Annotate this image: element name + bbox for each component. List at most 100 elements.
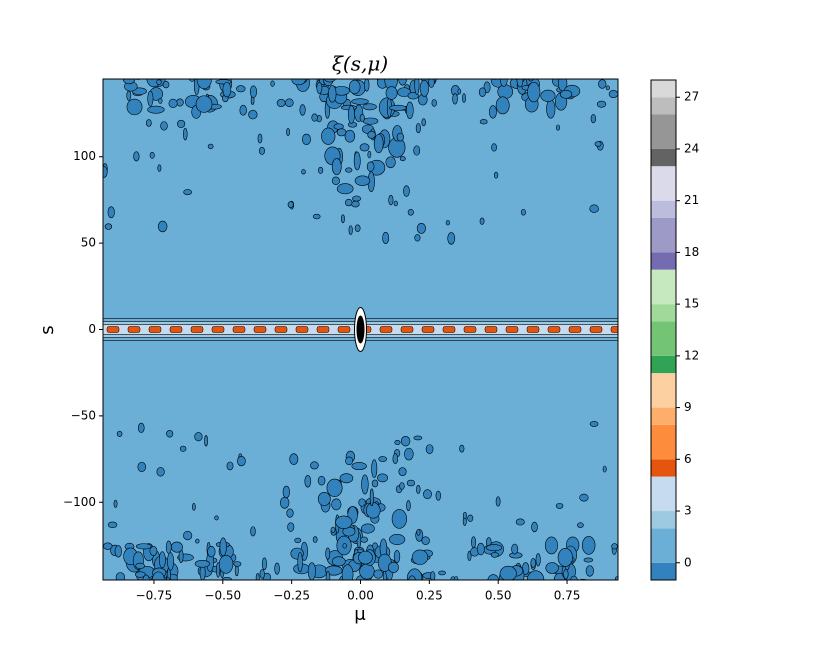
contour-blob — [516, 79, 524, 88]
contour-blob — [294, 537, 302, 544]
contour-blob — [414, 79, 420, 95]
contour-blob — [351, 462, 367, 471]
colorbar-segment — [651, 148, 676, 167]
colorbar-tick-label: 6 — [684, 452, 692, 466]
contour-blob — [416, 223, 426, 234]
contour-band-spot — [484, 326, 498, 333]
contour-blob — [435, 490, 441, 501]
contour-blob — [570, 575, 578, 580]
contour-blob — [406, 101, 414, 119]
colorbar-segment — [651, 459, 676, 477]
contour-blob — [399, 482, 405, 490]
contour-blob — [162, 81, 170, 89]
x-tick-label: −0.50 — [204, 589, 241, 603]
contour-blob — [579, 493, 589, 502]
contour-band-spot — [526, 326, 540, 333]
contour-blob — [583, 557, 594, 563]
contour-band-spot — [505, 326, 519, 333]
contour-band-spot — [610, 326, 618, 333]
contour-blob — [255, 573, 260, 580]
contour-blob — [135, 562, 145, 569]
contour-blob — [286, 508, 294, 518]
contour-blob — [301, 133, 311, 145]
contour-blob — [377, 473, 388, 483]
contour-blob — [373, 569, 384, 579]
contour-blob — [438, 570, 446, 576]
contour-blob — [382, 231, 390, 245]
contour-band-spot — [274, 326, 288, 333]
x-tick-label: 0.50 — [485, 589, 512, 603]
contour-blob — [589, 421, 599, 427]
colorbar-segment — [651, 407, 676, 425]
contour-blob — [428, 79, 435, 88]
x-tick-label: 0.00 — [347, 589, 374, 603]
contour-blob — [116, 430, 123, 437]
contour-band-spot — [337, 326, 351, 333]
contour-blob — [312, 536, 318, 543]
contour-blob — [167, 552, 174, 571]
colorbar-segment — [651, 97, 676, 115]
contour-blob — [218, 555, 234, 574]
contour-blob — [398, 467, 407, 476]
contour-blob — [179, 445, 187, 452]
contour-band-spot — [127, 326, 141, 333]
contour-blob — [325, 571, 331, 580]
contour-blob — [310, 461, 319, 470]
contour-blob — [369, 488, 374, 507]
contour-blob — [452, 93, 458, 105]
x-tick-label: −0.25 — [273, 589, 310, 603]
contour-blob — [489, 105, 497, 119]
contour-blob — [331, 158, 342, 176]
contour-band-spot — [463, 326, 477, 333]
contour-blob — [157, 220, 168, 233]
contour-blob — [340, 214, 345, 224]
contour-blob — [362, 117, 379, 125]
contour-blob — [530, 558, 536, 568]
contour-blob — [348, 79, 361, 95]
contour-blob — [285, 98, 294, 108]
contour-blob — [467, 550, 472, 562]
chart-title: ξ(s,μ) — [332, 52, 388, 76]
contour-blob — [400, 436, 411, 447]
contour-blob — [330, 526, 336, 533]
contour-blob — [360, 536, 368, 543]
contour-blob — [359, 563, 375, 580]
contour-blob — [183, 530, 193, 541]
contour-blob — [158, 98, 163, 104]
contour-blob — [385, 156, 396, 169]
contour-blob — [341, 564, 354, 580]
colorbar-tick-label: 0 — [684, 555, 692, 569]
contour-blob — [289, 453, 299, 465]
colorbar-segment — [651, 424, 676, 460]
contour-blob — [259, 146, 265, 155]
contour-blob — [348, 225, 353, 235]
contour-blob — [457, 88, 462, 95]
colorbar-tick-label: 24 — [684, 141, 699, 155]
contour-blob — [339, 473, 354, 484]
contour-blob — [121, 68, 126, 76]
contour-blob — [170, 541, 183, 553]
contour-blob — [299, 104, 306, 116]
contour-blob — [113, 499, 118, 508]
contour-blob — [166, 567, 171, 580]
contour-blob — [311, 113, 318, 122]
contour-blob — [236, 85, 246, 93]
contour-blob — [436, 69, 442, 77]
contour-blob — [364, 79, 370, 92]
contour-blob — [354, 175, 371, 186]
contour-blob — [107, 521, 118, 528]
contour-blob — [478, 87, 486, 97]
contour-blob — [342, 543, 347, 549]
y-tick-label: 50 — [81, 236, 96, 250]
contour-blob — [611, 543, 618, 550]
contour-blob — [529, 69, 540, 73]
contour-band-spot — [211, 326, 225, 333]
contour-blob — [479, 119, 488, 125]
colorbar-tick-label: 21 — [684, 193, 699, 207]
contour-blob — [135, 543, 152, 550]
contour-blob — [373, 133, 384, 154]
contour-blob — [440, 68, 446, 73]
colorbar-tick-label: 27 — [684, 90, 699, 104]
contour-blob — [321, 127, 336, 145]
